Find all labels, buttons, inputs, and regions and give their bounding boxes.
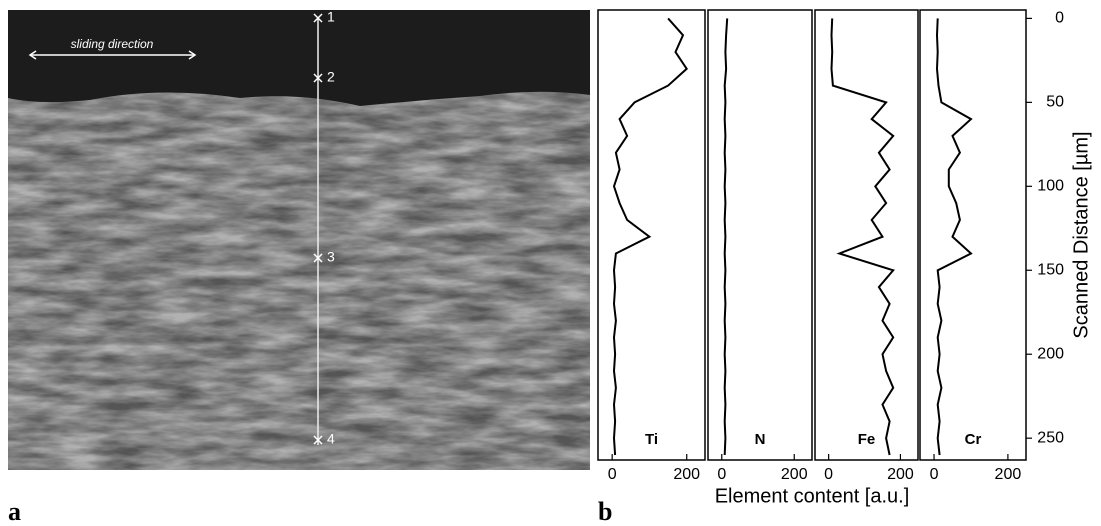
y-tick-label: 0 <box>1055 10 1064 27</box>
y-tick-label: 200 <box>1037 345 1064 362</box>
figure: sliding direction a b Element content [a… <box>0 0 1101 526</box>
x-tick-label: 0 <box>824 466 833 483</box>
profile-line <box>937 18 971 455</box>
x-tick-label: 200 <box>887 466 914 483</box>
y-tick-label: 100 <box>1037 178 1064 195</box>
marker-label: 1 <box>327 9 335 25</box>
y-axis-label: Scanned Distance [µm] <box>1070 131 1092 338</box>
plot-frame <box>598 10 705 460</box>
plot-frame <box>708 10 812 460</box>
plot-frame <box>815 10 918 460</box>
profile-line <box>832 18 894 455</box>
annotation: sliding direction <box>71 37 154 51</box>
x-axis-label: Element content [a.u.] <box>715 485 910 507</box>
profile-line <box>614 18 687 455</box>
panel-label: a <box>8 497 21 526</box>
element-label: Fe <box>858 431 876 448</box>
x-tick-label: 200 <box>781 466 808 483</box>
plot-frame <box>920 10 1026 460</box>
marker-label: 2 <box>327 69 335 85</box>
x-tick-label: 0 <box>717 466 726 483</box>
x-tick-label: 200 <box>995 466 1022 483</box>
x-tick-label: 0 <box>608 466 617 483</box>
profile-line <box>725 18 728 455</box>
element-label: Cr <box>965 431 982 448</box>
y-tick-label: 150 <box>1037 261 1064 278</box>
y-tick-label: 50 <box>1046 94 1064 111</box>
sem-image: sliding direction <box>8 10 590 470</box>
x-tick-label: 0 <box>930 466 939 483</box>
marker-label: 3 <box>327 249 335 265</box>
marker-label: 4 <box>327 431 335 447</box>
x-tick-label: 200 <box>673 466 700 483</box>
element-label: Ti <box>645 431 658 448</box>
element-label: N <box>755 431 766 448</box>
panel-label: b <box>598 497 612 526</box>
y-tick-label: 250 <box>1037 429 1064 446</box>
sem-dark-region <box>8 10 590 106</box>
